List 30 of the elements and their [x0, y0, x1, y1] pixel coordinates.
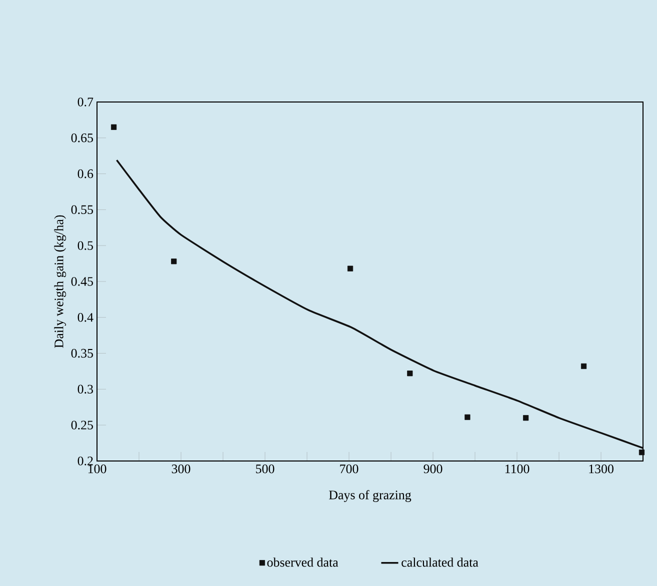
x-tick-label: 1100 — [505, 464, 530, 474]
legend-label: observed data — [267, 558, 338, 567]
x-tick-label: 900 — [424, 464, 442, 474]
point — [347, 266, 354, 272]
point — [407, 370, 413, 376]
y-tick-label: 0.35 — [71, 348, 93, 358]
point — [580, 363, 587, 370]
y-tick-label: 0.4 — [78, 312, 94, 322]
y-tick-label: 0.5 — [78, 241, 93, 250]
x-tick-label: 700 — [340, 464, 358, 474]
x-tick-label: 300 — [172, 464, 190, 474]
point — [638, 450, 645, 456]
x-tick-label: 100 — [88, 464, 106, 474]
y-tick-label: 0.6 — [78, 169, 94, 178]
y-tick-label: 0.3 — [78, 384, 93, 394]
point — [111, 124, 117, 130]
y-tick-label: 0.45 — [71, 277, 93, 286]
y-tick-label: 0.55 — [71, 205, 93, 214]
x-tick-label: 500 — [256, 464, 274, 474]
point — [171, 258, 177, 264]
point — [523, 415, 529, 421]
y-tick-label: 0.65 — [71, 133, 93, 142]
point — [464, 414, 470, 420]
x-axis-title: Days of grazing — [329, 490, 412, 502]
legend-label: calculated data — [402, 558, 478, 567]
y-tick-label: 0.25 — [71, 420, 93, 430]
y-tick-label: 0.2 — [78, 456, 93, 466]
y-tick-label: 0.7 — [78, 98, 94, 106]
y-axis-title: Daily weigth gain (kg/ha) — [54, 215, 66, 348]
x-tick-label: 1300 — [589, 464, 614, 474]
